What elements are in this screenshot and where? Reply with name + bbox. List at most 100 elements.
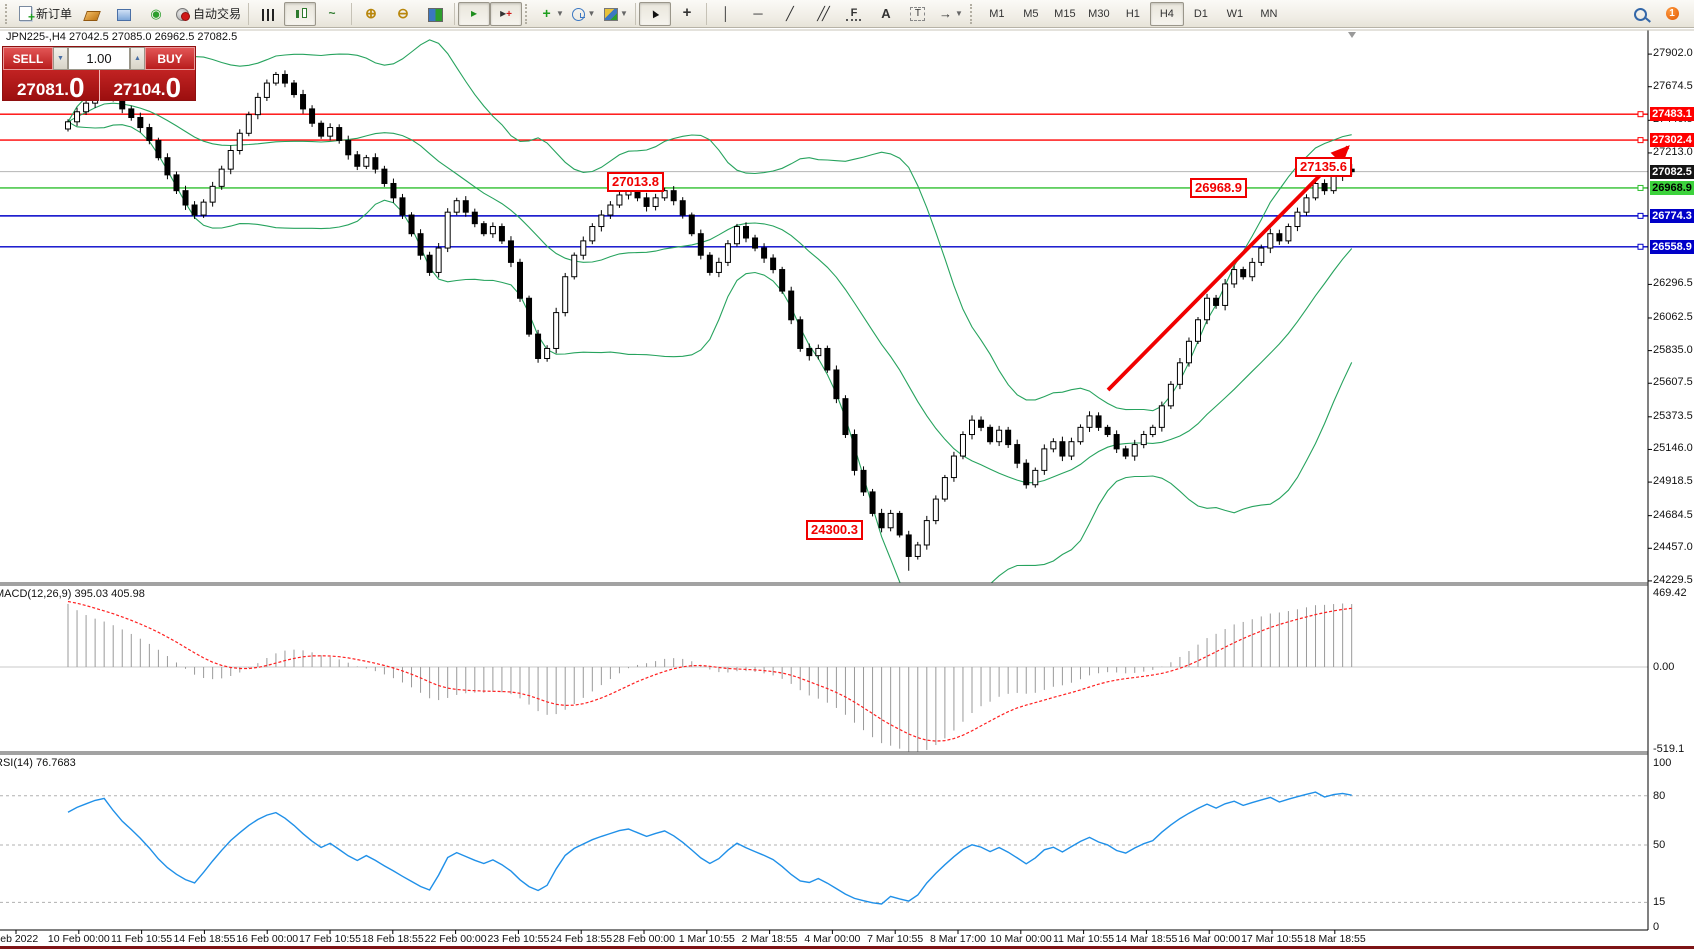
date-axis-label: 14 Feb 18:55 [173,933,236,945]
horizontal-line-button[interactable]: ─ [742,2,774,26]
buy-button[interactable]: BUY [145,47,195,70]
timeframe-h1-button[interactable]: H1 [1125,7,1140,20]
candle-body [706,254,713,273]
toolbar-drag-handle[interactable] [525,3,532,24]
toolbar-drag-handle[interactable] [969,3,977,24]
date-axis-label: 24 Feb 18:55 [550,933,613,945]
sell-price[interactable]: 27081. 0 [3,70,100,102]
candle-body [227,149,234,170]
channel-button[interactable]: ╱╱ [806,2,838,26]
new-order-label: 新订单 [36,7,73,21]
candle-body [1167,383,1174,407]
toolbar-separator [248,2,250,25]
macd-arrow [1262,549,1354,552]
fibonacci-button[interactable]: F [838,2,870,26]
new-order-button[interactable]: 新订单 [15,2,76,26]
candle-body [281,73,288,84]
candle-body [1195,319,1201,342]
candle-body [526,297,533,335]
auto-scroll-icon: ▸ [471,6,478,20]
candle-body [1032,469,1039,486]
periods-dropdown-arrow[interactable]: ▼ [587,9,596,18]
candle-body [733,226,740,245]
zoom-in-button[interactable]: ⊕ [355,2,387,26]
date-axis-label: 16 Mar 00:00 [1178,933,1241,945]
text-button[interactable]: A [870,2,902,26]
main-price-panel [0,32,1648,583]
candle-body [833,369,840,400]
timeframe-m15-button[interactable]: M15 [1054,7,1076,20]
candle-body [1104,426,1111,436]
candle-body [507,240,514,263]
timeframe-m5-button[interactable]: M5 [1023,7,1039,20]
price-badge: 27082.5 [1650,164,1694,179]
candle-body [1204,297,1211,321]
cursor-button[interactable]: ▲ [638,1,671,26]
buy-price[interactable]: 27104. 0 [100,70,196,102]
templates-button[interactable]: ▼ [600,2,632,26]
bar-chart-button[interactable] [252,2,284,26]
volume-up-button[interactable]: ▲ [130,47,145,70]
line-chart-button[interactable]: ~ [316,2,348,26]
text-label-icon: T [910,6,926,21]
candle-body [345,139,352,156]
candle-body [1122,448,1129,457]
chart-shift-button[interactable]: ▸+ [490,1,523,26]
candle-body [851,434,858,471]
candle-body [1249,261,1256,278]
macd-min-label: -519.1 [1653,743,1685,755]
arrows-dropdown-arrow[interactable]: ▼ [954,9,963,18]
search-button[interactable] [1624,2,1656,26]
indicators-button[interactable]: + ▼ [535,2,568,26]
timeframe-mn-button[interactable]: MN [1260,7,1278,20]
candle-body [489,226,496,235]
timeframe-d1-button[interactable]: D1 [1193,7,1208,20]
timeframe-h4-button[interactable]: H4 [1149,1,1184,26]
terminal-button[interactable] [108,2,140,26]
eraser-button[interactable] [76,2,108,26]
candlestick-chart-button[interactable] [284,1,317,26]
bollinger-band-line [67,39,1352,412]
timeframe-m1-button[interactable]: M1 [989,7,1005,20]
candle-body [1050,441,1057,450]
timeframe-m30-button[interactable]: M30 [1088,7,1110,20]
chart-window[interactable]: JPN225-,H4 27042.5 27085.0 26962.5 27082… [0,28,1694,949]
auto-scroll-button[interactable]: ▸ [458,1,491,26]
rsi-axis-label: 0 [1653,921,1660,933]
trendline-button[interactable]: ╱ [774,2,806,26]
candle-body [770,257,777,271]
candle-body [959,434,966,457]
volume-down-button[interactable]: ▼ [53,47,68,70]
chart-canvas[interactable] [0,28,1694,949]
macd-signal-line [67,600,1352,742]
macd-max-label: 469.42 [1653,587,1687,599]
crosshair-button[interactable]: + [671,2,703,26]
notification-button[interactable]: 1 [1656,2,1688,26]
sell-button[interactable]: SELL [3,47,53,70]
price-axis-label: 25373.5 [1653,409,1693,422]
toolbar-drag-handle[interactable] [5,3,12,24]
tile-windows-button[interactable] [419,2,451,26]
autotrade-button[interactable]: 自动交易 [172,2,245,26]
candlestick-chart-icon [294,7,307,20]
candle-body [779,269,786,292]
channel-icon: ╱╱ [817,6,830,21]
arrows-button[interactable]: → ▼ [934,2,967,26]
text-label-button[interactable]: T [902,2,934,26]
candle-body [923,520,930,546]
timeframe-w1-button[interactable]: W1 [1226,7,1244,20]
indicators-dropdown-arrow[interactable]: ▼ [556,9,564,18]
price-annotation-label: 27013.8 [607,172,664,192]
price-axis-label: 25607.5 [1653,376,1693,389]
candle-body [815,347,822,357]
templates-dropdown-arrow[interactable]: ▼ [619,9,628,18]
vertical-line-button[interactable]: │ [710,2,742,26]
zoom-out-button[interactable]: ⊖ [387,2,419,26]
volume-input[interactable]: 1.00 [68,47,130,70]
indicators-icon: + [542,5,551,21]
line-anchor-square [1637,111,1644,118]
candle-body [670,190,677,202]
periods-button[interactable]: ▼ [568,2,600,26]
candle-body [724,243,731,263]
signal-button[interactable]: ◉ [140,2,172,26]
